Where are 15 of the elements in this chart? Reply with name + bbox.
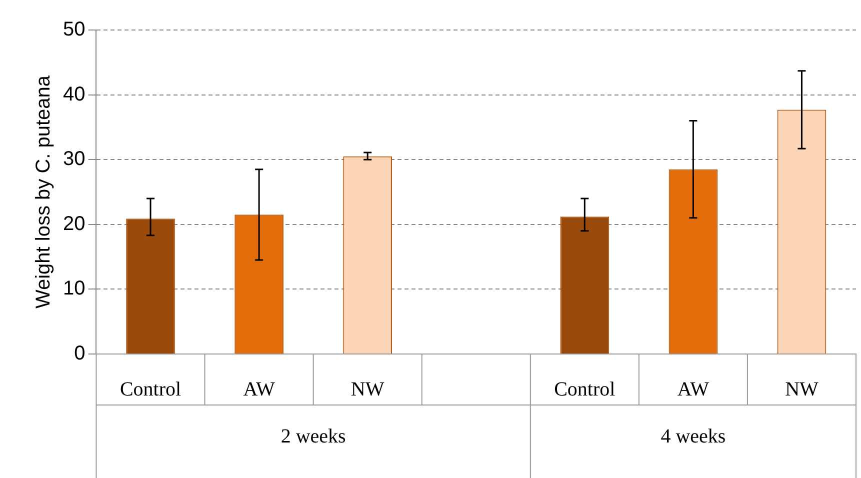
x-tick-label: AW (677, 378, 710, 400)
x-tick-label: NW (785, 378, 819, 400)
y-tick-label: 20 (62, 212, 86, 235)
y-tick-label: 0 (74, 342, 86, 365)
y-tick-label: 30 (62, 148, 86, 170)
text: 2 weeks (280, 425, 346, 448)
x-tick-label: AW (243, 378, 276, 400)
x-tick-label: Control (120, 378, 182, 400)
y-tick-label: 50 (62, 18, 86, 41)
y-axis-title: Weight loss by C. puteana (32, 74, 55, 309)
x-tick-label: Control (554, 378, 616, 400)
y-tick-label: 40 (62, 83, 86, 106)
y-tick-label: 10 (62, 278, 86, 300)
text: 4 weeks (660, 425, 726, 448)
x-tick-label: NW (350, 378, 384, 400)
